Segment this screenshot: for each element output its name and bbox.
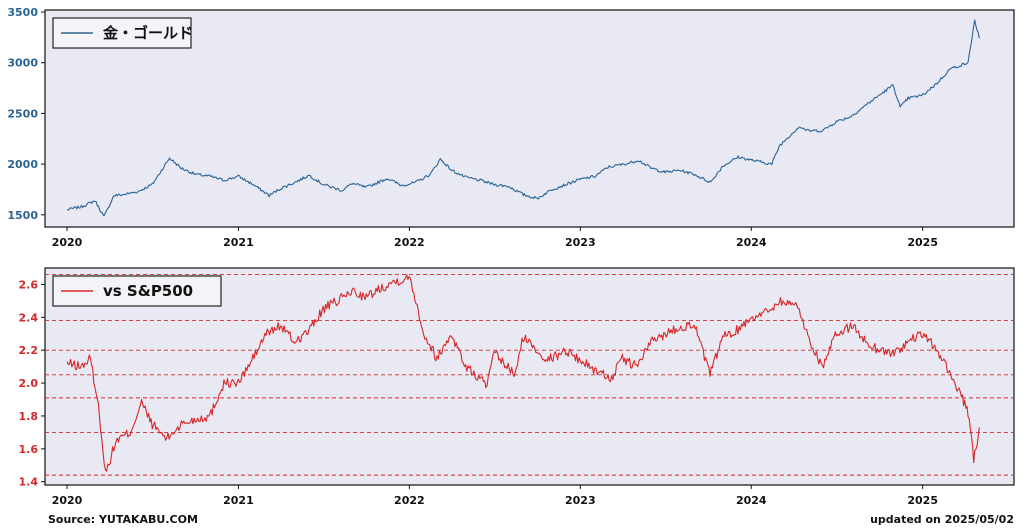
gold-y-tick-label: 3000 bbox=[7, 57, 38, 70]
ratio-y-tick-label: 1.4 bbox=[19, 476, 39, 489]
gold-legend: 金・ゴールド bbox=[52, 17, 193, 49]
source-label: Source: YUTAKABU.COM bbox=[48, 513, 198, 526]
gold-y-tick-label: 2000 bbox=[7, 158, 38, 171]
gold-y-tick-label: 1500 bbox=[7, 209, 38, 222]
ratio-y-tick-label: 2.6 bbox=[19, 278, 39, 291]
gold-series-line bbox=[66, 19, 980, 217]
ratio-x-tick-label: 2022 bbox=[394, 494, 425, 507]
ratio-y-tick-label: 2.2 bbox=[19, 344, 39, 357]
gold-x-tick-label: 2020 bbox=[52, 236, 83, 249]
gold-y-tick-label: 3500 bbox=[7, 6, 38, 19]
gold-legend-label: 金・ゴールド bbox=[102, 24, 193, 42]
gold-x-tick-label: 2021 bbox=[223, 236, 254, 249]
ratio-legend: vs S&P500 bbox=[52, 275, 222, 307]
ratio-y-tick-label: 1.8 bbox=[19, 410, 39, 423]
updated-label: updated on 2025/05/02 bbox=[870, 513, 1014, 526]
ratio-y-tick-label: 1.6 bbox=[19, 443, 39, 456]
gold-price-panel: 1500 2000 2500 3000 3500 2020 2021 2022 2023 2024… bbox=[7, 6, 1015, 249]
ratio-y-tick-label: 2.4 bbox=[19, 311, 39, 324]
ratio-x-tick-label: 2023 bbox=[565, 494, 596, 507]
gold-plot-area bbox=[44, 9, 1015, 228]
gold-x-tick-label: 2023 bbox=[565, 236, 596, 249]
ratio-y-tick-label: 2.0 bbox=[19, 377, 39, 390]
ratio-legend-label: vs S&P500 bbox=[103, 282, 193, 300]
gold-y-tick-label: 2500 bbox=[7, 107, 38, 120]
gold-x-tick-label: 2025 bbox=[907, 236, 938, 249]
ratio-series-line bbox=[66, 274, 980, 472]
ratio-x-tick-label: 2024 bbox=[736, 494, 767, 507]
ratio-x-tick-label: 2021 bbox=[223, 494, 254, 507]
ratio-x-tick-label: 2020 bbox=[52, 494, 83, 507]
gold-x-tick-label: 2024 bbox=[736, 236, 767, 249]
ratio-x-tick-label: 2025 bbox=[907, 494, 938, 507]
gold-x-tick-label: 2022 bbox=[394, 236, 425, 249]
vs-sp500-panel: 1.4 1.6 1.8 2.0 2.2 2.4 2.6 2020 2021 2022 2023 202… bbox=[19, 267, 1015, 507]
